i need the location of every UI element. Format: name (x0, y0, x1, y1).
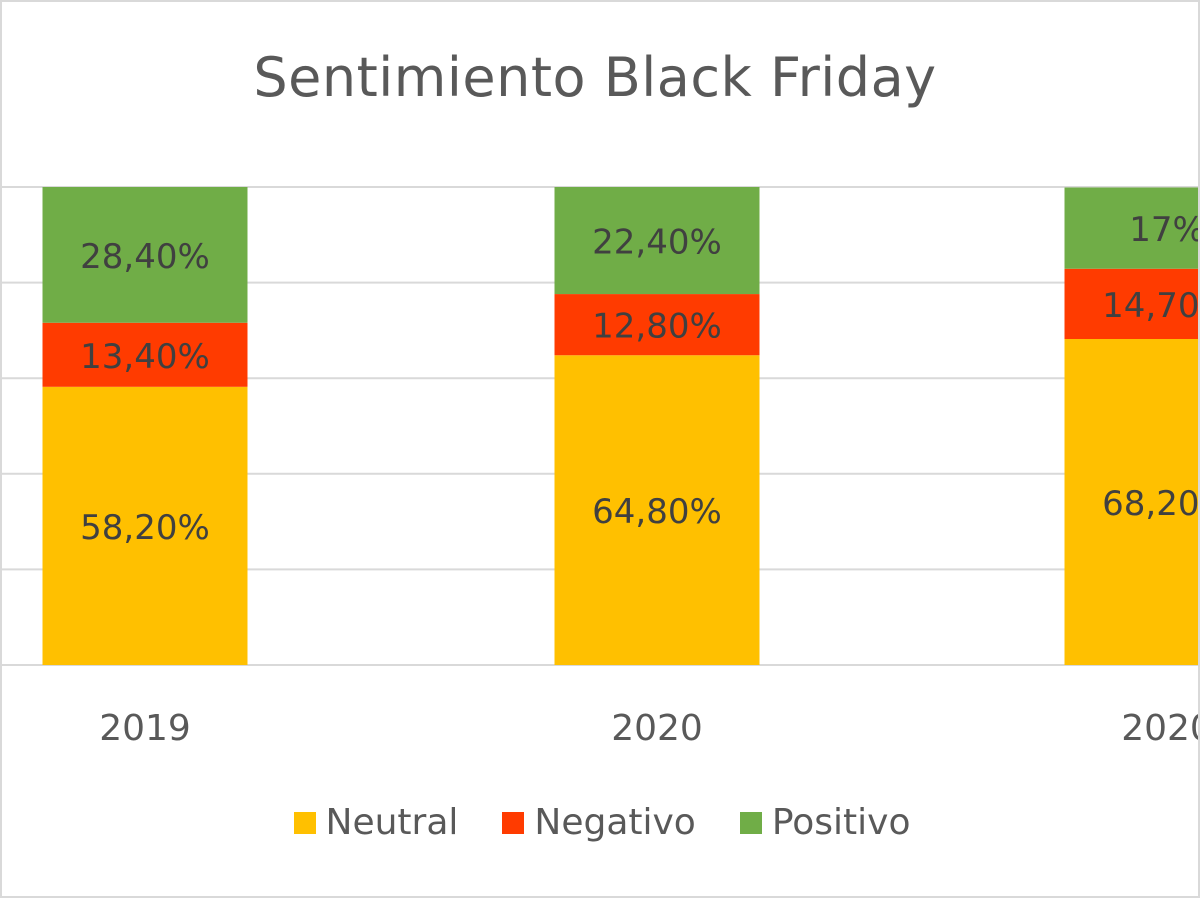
data-label: 12,80% (592, 307, 722, 347)
bar-negativo (1064, 268, 1198, 340)
legend-label: Neutral (325, 802, 459, 843)
bar-positivo (1064, 187, 1198, 269)
legend-label: Negativo (534, 802, 696, 843)
data-label: 14,70% (1102, 286, 1200, 326)
data-label: 68,20% (1102, 484, 1200, 524)
bar-positivo (42, 187, 248, 323)
data-label: 58,20% (80, 508, 210, 548)
legend-item-positivo: Positivo (739, 802, 911, 843)
data-label: 17% (1129, 210, 1200, 250)
bar-negativo (554, 294, 760, 356)
x-tick-label: 2020 (611, 708, 703, 749)
legend-swatch (739, 811, 762, 834)
legend-item-neutral: Neutral (293, 802, 459, 843)
bar-neutral (554, 355, 760, 665)
x-tick-label: 2019 (99, 708, 191, 749)
x-tick-label: 2020 (1121, 708, 1200, 749)
bar-neutral (42, 386, 248, 665)
legend-swatch (293, 811, 316, 834)
data-label: 13,40% (80, 337, 210, 377)
data-label: 28,40% (80, 237, 210, 277)
legend: Neutral Negativo Positivo (2, 802, 1198, 843)
legend-swatch (502, 811, 525, 834)
bar-neutral (1064, 339, 1198, 665)
legend-label: Positivo (771, 802, 911, 843)
bar-positivo (554, 187, 760, 295)
bar-negativo (42, 322, 248, 387)
data-label: 64,80% (592, 492, 722, 532)
legend-item-negativo: Negativo (502, 802, 696, 843)
data-label: 22,40% (592, 223, 722, 263)
chart-title: Sentimiento Black Friday (253, 46, 937, 109)
